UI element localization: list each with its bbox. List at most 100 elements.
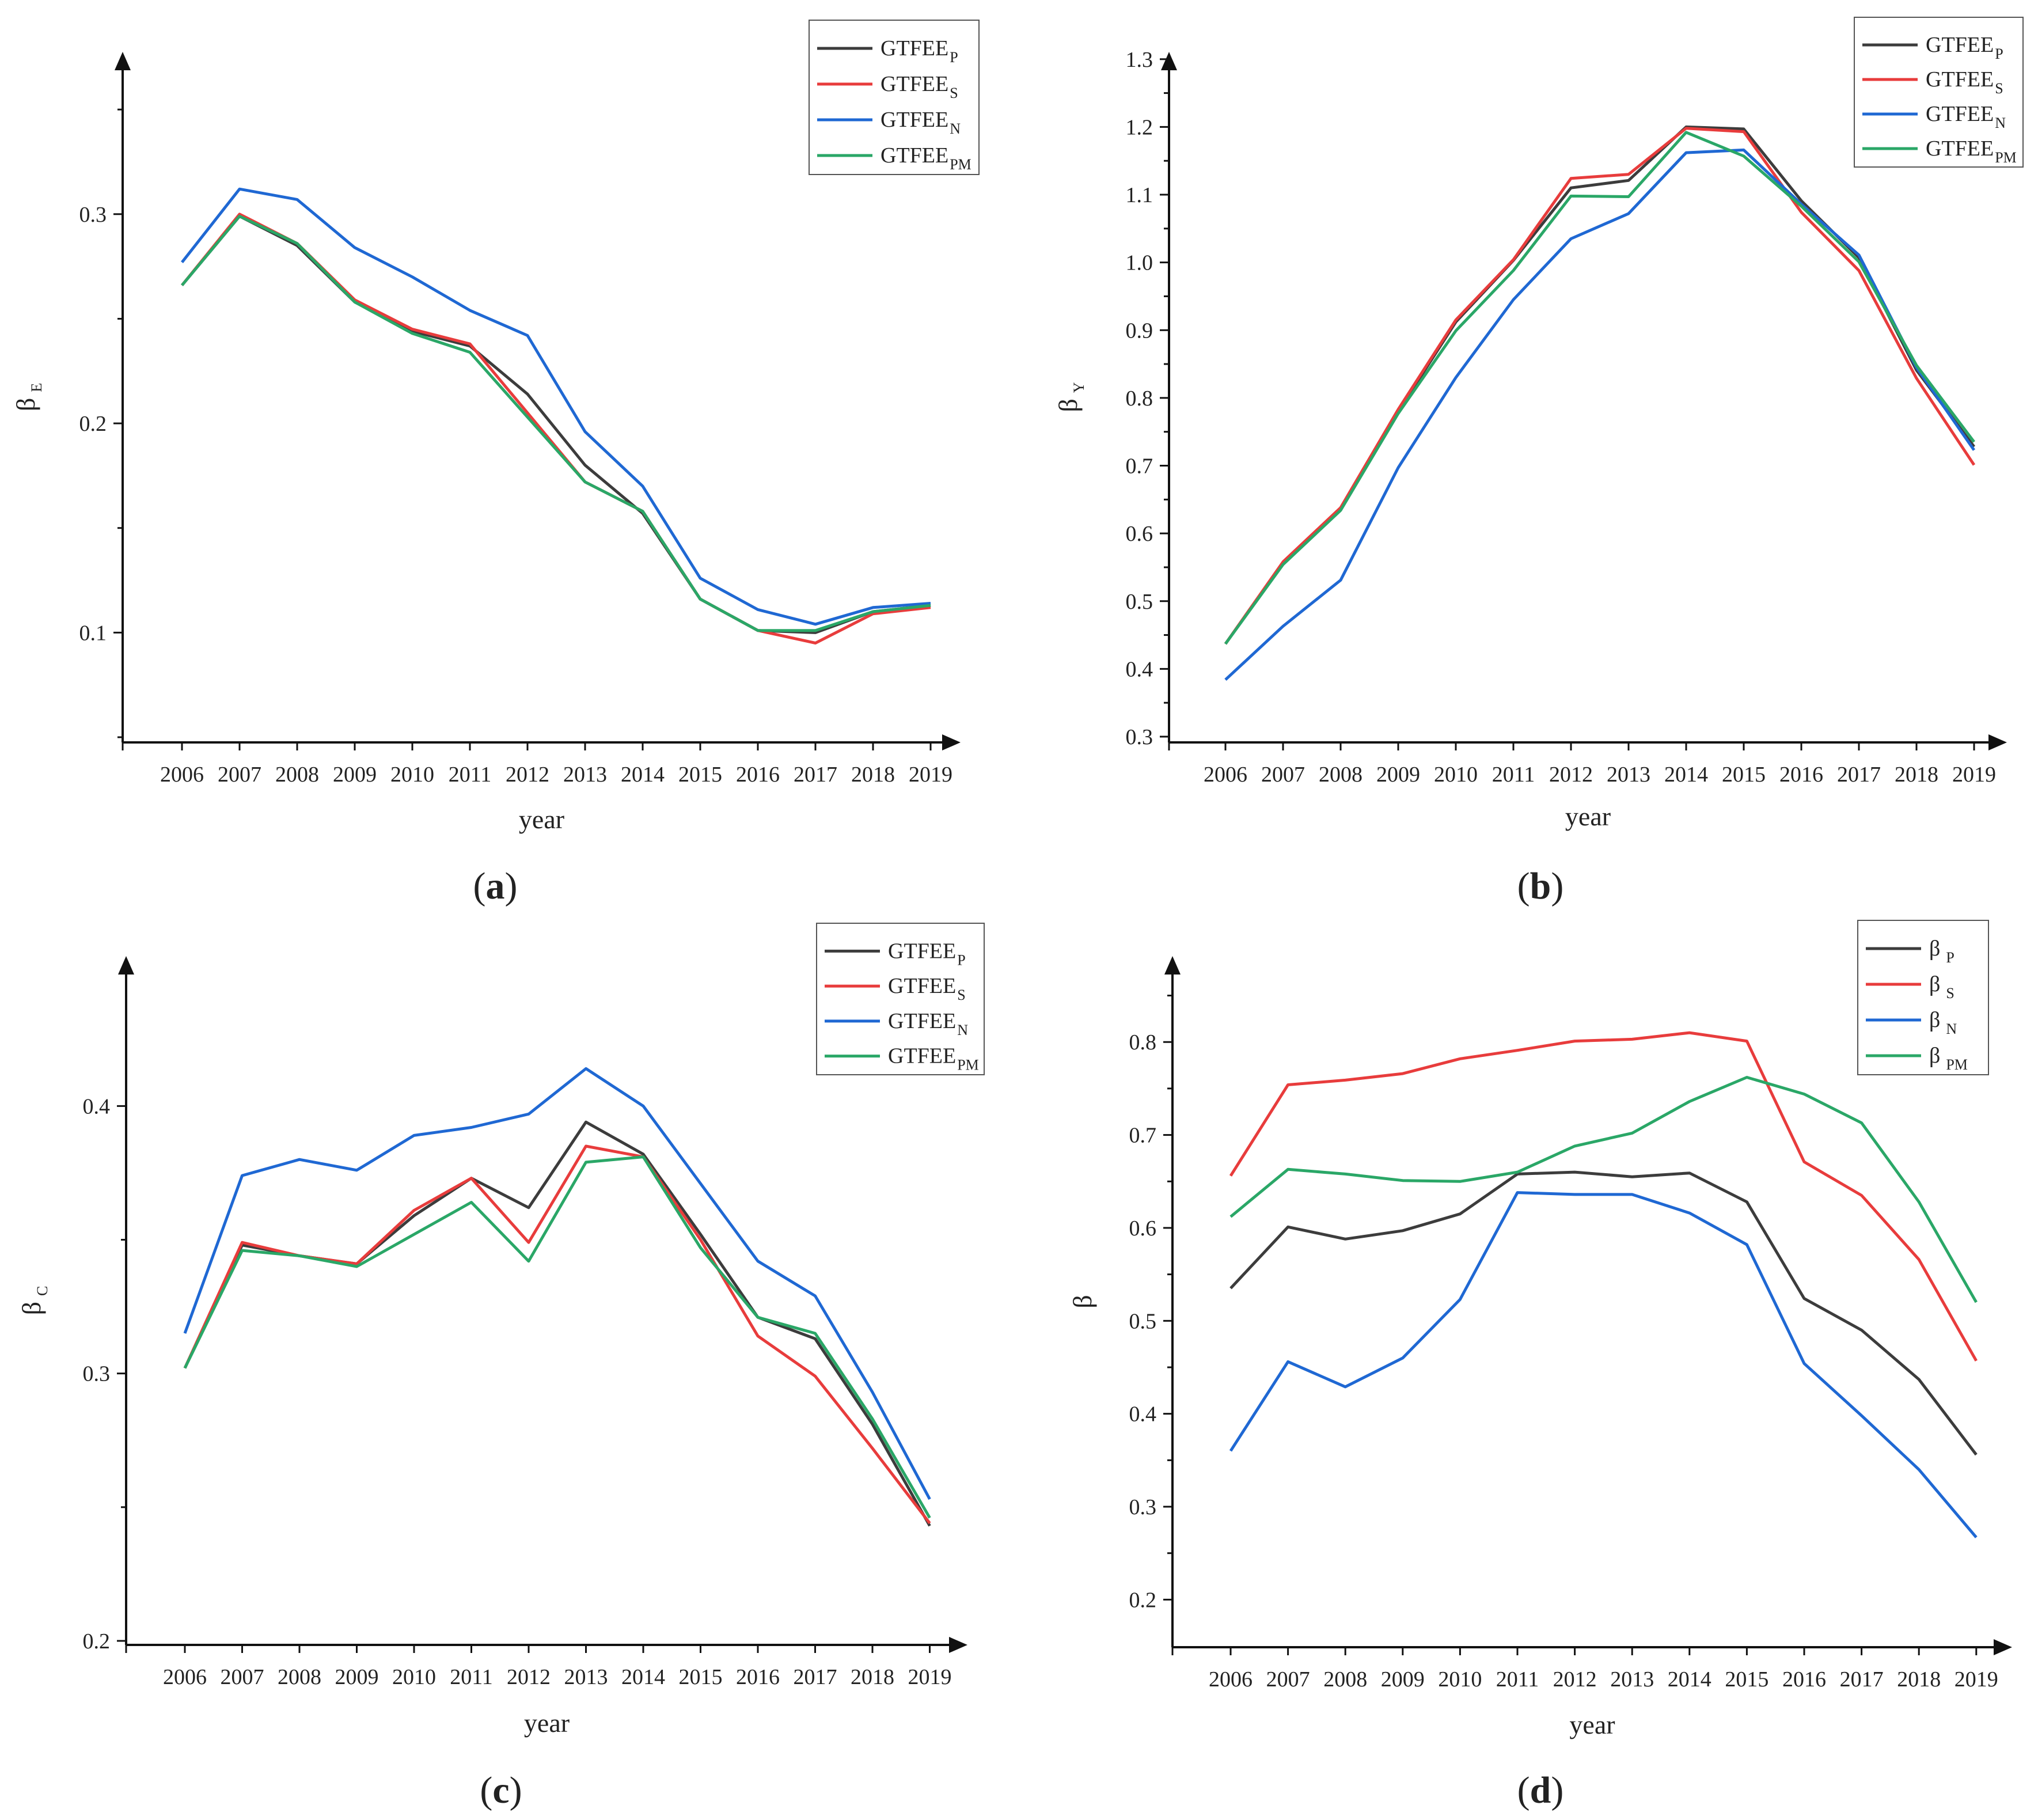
legend-entry-pm: GTFEEPM — [881, 143, 971, 173]
x-tick-label-2013: 2013 — [1610, 1667, 1654, 1692]
legend-entry-subscript: P — [1995, 46, 2003, 62]
series-line-s — [183, 1144, 931, 1525]
x-tick-label-2014: 2014 — [621, 763, 665, 787]
panel-label-c: (c) — [480, 1769, 522, 1811]
x-tick-label-2006: 2006 — [163, 1665, 207, 1689]
x-tick-label-2009: 2009 — [333, 763, 377, 787]
legend-entry-name: GTFEE — [1926, 67, 1994, 92]
series-line-pm — [181, 214, 931, 632]
legend-entry-name: GTFEE — [888, 1044, 956, 1068]
y-axis-title-symbol: β — [1068, 1295, 1097, 1308]
y-tick-label: 0.8 — [1126, 386, 1153, 411]
panel-label-d: (d) — [1517, 1769, 1564, 1811]
legend-entry-name: β — [1929, 936, 1940, 961]
panel-label-b: (b) — [1517, 865, 1564, 907]
x-tick-label-2011: 2011 — [450, 1665, 493, 1689]
legend-entry-subscript: S — [1946, 985, 1954, 1002]
legend-entry-p: GTFEEP — [1926, 33, 2003, 62]
legend-entry-subscript: N — [957, 1022, 968, 1038]
y-tick-label: 0.4 — [1129, 1402, 1157, 1427]
x-tick-label-2007: 2007 — [1266, 1667, 1310, 1692]
y-axis-title-symbol: β — [11, 398, 40, 411]
series-line-pm — [1224, 131, 1975, 645]
x-tick-label-2014: 2014 — [1664, 763, 1708, 787]
legend-entry-subscript: P — [1946, 949, 1954, 966]
legend-entry-name: GTFEE — [881, 143, 948, 168]
legend-entry-name: GTFEE — [888, 1009, 956, 1033]
panel-label-close: ) — [510, 1769, 522, 1811]
y-tick-label: 0.7 — [1126, 454, 1153, 479]
y-axis-title: βY — [1053, 382, 1087, 412]
x-tick-label-2013: 2013 — [564, 1665, 608, 1689]
y-tick-label: 0.7 — [1129, 1124, 1157, 1148]
panel-label-letter: c — [492, 1769, 509, 1811]
panel-c-chart: 2006 2007 2008 2009 2010 2011 2012 2013 2014 2015… — [17, 923, 985, 1811]
panel-label-close: ) — [1551, 1769, 1563, 1811]
y-tick-label: 0.4 — [1126, 657, 1153, 681]
series-line-p — [181, 214, 931, 634]
x-tick-label-2011: 2011 — [1492, 763, 1535, 787]
legend-entry-name: GTFEE — [1926, 102, 1994, 126]
x-tick-label-2014: 2014 — [621, 1665, 665, 1689]
legend-box — [809, 20, 980, 175]
y-tick-label: 0.1 — [79, 621, 107, 645]
legend-entry-p: GTFEEP — [881, 36, 958, 66]
panel-label-close: ) — [1551, 865, 1563, 907]
x-tick-label-2011: 2011 — [449, 763, 492, 787]
panel-label-a: (a) — [473, 865, 518, 907]
y-tick-label: 0.2 — [83, 1629, 111, 1654]
legend-entry-s: GTFEES — [1926, 67, 2003, 97]
series-line-p — [183, 1120, 931, 1527]
y-axis-title: βE — [11, 383, 45, 411]
x-tick-label-2015: 2015 — [679, 1665, 723, 1689]
y-axis-arrow — [118, 956, 134, 975]
x-tick-label-2018: 2018 — [1897, 1667, 1941, 1692]
x-axis-arrow — [1994, 1639, 2012, 1655]
legend-entry-name: β — [1929, 1044, 1940, 1068]
x-tick-label-2006: 2006 — [1209, 1667, 1253, 1692]
x-tick-label-2007: 2007 — [1261, 763, 1305, 787]
y-tick-label: 0.5 — [1129, 1309, 1157, 1333]
legend-box — [1854, 17, 2024, 168]
x-tick-label-2012: 2012 — [1549, 763, 1593, 787]
y-tick-label: 1.0 — [1126, 251, 1153, 275]
legend-entry-subscript: PM — [957, 1057, 979, 1074]
y-tick-label: 0.6 — [1126, 522, 1153, 546]
x-tick-label-2010: 2010 — [392, 1665, 436, 1689]
x-tick-label-2018: 2018 — [1895, 763, 1938, 787]
legend-entry-subscript: S — [950, 85, 958, 101]
y-axis-arrow — [1161, 52, 1177, 70]
y-tick-label: 0.3 — [83, 1362, 111, 1386]
panel-d-chart: 2006 2007 2008 2009 2010 2011 2012 2013 2014 2015… — [1068, 920, 2012, 1811]
panel-label-letter: b — [1530, 865, 1551, 907]
legend-entry-subscript: P — [950, 49, 958, 66]
series-line-pm — [1229, 1076, 1978, 1303]
legend-entry-n: GTFEEN — [881, 108, 961, 137]
panel-label-letter: d — [1530, 1769, 1551, 1811]
y-axis-arrow — [1164, 956, 1181, 975]
x-tick-label-2019: 2019 — [909, 763, 952, 787]
panel-label-letter: a — [486, 865, 505, 907]
x-tick-label-2014: 2014 — [1668, 1667, 1711, 1692]
series-line-pm — [183, 1155, 931, 1519]
legend-entry-pm: GTFEEPM — [888, 1044, 979, 1074]
x-axis-title: year — [519, 805, 564, 834]
x-tick-label-2008: 2008 — [278, 1665, 321, 1689]
x-axis-title: year — [1565, 802, 1611, 831]
x-tick-label-2019: 2019 — [1952, 763, 1996, 787]
y-axis-title-symbol: β — [1053, 399, 1083, 412]
series-line-n — [1224, 148, 1976, 681]
y-tick-label: 1.1 — [1126, 183, 1153, 207]
x-tick-label-2012: 2012 — [507, 1665, 551, 1689]
legend-entry-subscript: N — [950, 120, 961, 137]
x-tick-label-2018: 2018 — [851, 763, 895, 787]
x-tick-label-2018: 2018 — [851, 1665, 894, 1689]
x-axis-title: year — [1569, 1710, 1615, 1739]
x-tick-label-2016: 2016 — [1779, 763, 1823, 787]
y-tick-label: 0.3 — [1129, 1495, 1157, 1519]
panel-label-open: ( — [473, 865, 486, 907]
